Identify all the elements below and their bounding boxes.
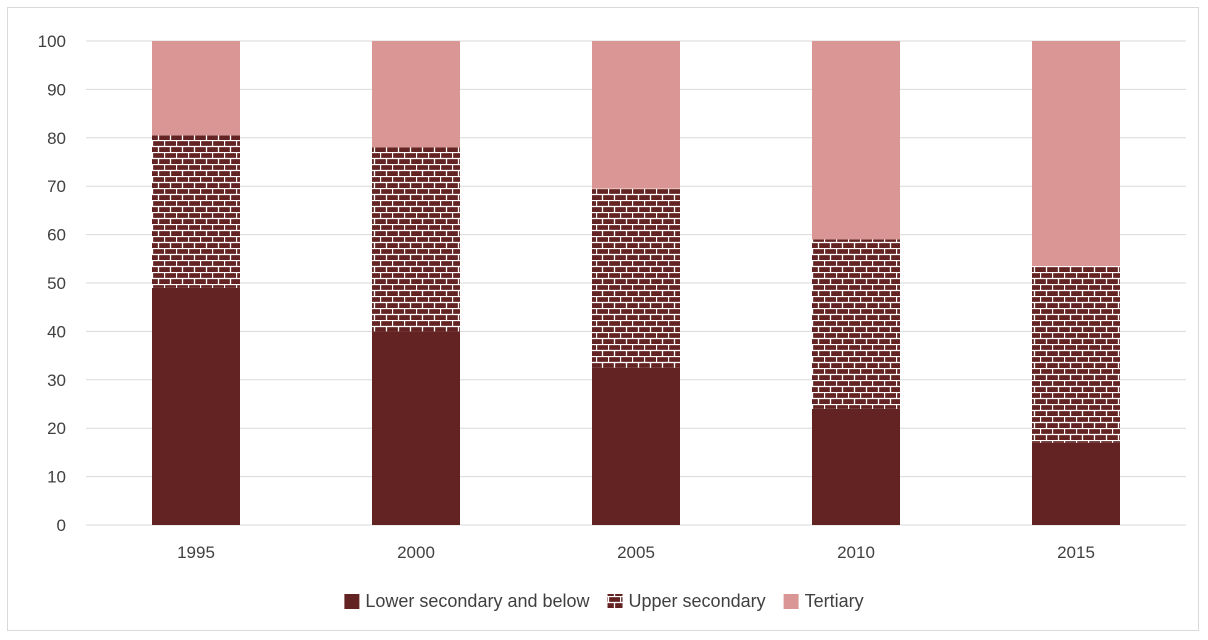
- bar-segment-lower-secondary-and-below-2000: [372, 331, 460, 525]
- x-tick-label: 1995: [177, 543, 215, 562]
- bar-segment-tertiary-2005: [592, 41, 680, 189]
- bar-segment-tertiary-2015: [1032, 41, 1120, 267]
- legend-swatch: [344, 594, 360, 609]
- bar-segment-upper-secondary-1995: [152, 135, 240, 288]
- y-tick-label: 60: [47, 226, 66, 245]
- x-tick-label: 2010: [837, 543, 875, 562]
- bar-segment-lower-secondary-and-below-2005: [592, 367, 680, 525]
- bar-segment-tertiary-2010: [812, 41, 900, 240]
- y-tick-label: 100: [38, 32, 66, 51]
- bar-segment-lower-secondary-and-below-1995: [152, 287, 240, 525]
- x-tick-label: 2000: [397, 543, 435, 562]
- bar-segment-upper-secondary-2005: [592, 188, 680, 368]
- chart-frame: 0 10 20 30 40 50 60 70 80 90 100 1995 2000 2005 2010 2…: [7, 7, 1199, 631]
- legend-swatch: [783, 594, 799, 609]
- legend-swatch: [607, 594, 623, 609]
- bar-segment-upper-secondary-2010: [812, 239, 900, 409]
- x-tick-label: 2005: [617, 543, 655, 562]
- y-tick-label: 20: [47, 419, 66, 438]
- legend-label: Lower secondary and below: [365, 591, 590, 611]
- legend-label: Upper secondary: [629, 591, 766, 611]
- bar-segment-tertiary-1995: [152, 41, 240, 136]
- bar-segment-lower-secondary-and-below-2010: [812, 408, 900, 525]
- y-tick-label: 10: [47, 468, 66, 487]
- bars: [152, 41, 1120, 525]
- y-tick-label: 50: [47, 274, 66, 293]
- y-tick-label: 40: [47, 322, 66, 341]
- x-axis-tick-labels: 1995 2000 2005 2010 2015: [177, 543, 1095, 562]
- bar-segment-lower-secondary-and-below-2015: [1032, 442, 1120, 525]
- y-tick-label: 30: [47, 371, 66, 390]
- bar-segment-upper-secondary-2000: [372, 147, 460, 332]
- y-tick-label: 90: [47, 80, 66, 99]
- legend-label: Tertiary: [805, 591, 864, 611]
- legend: Lower secondary and below Upper secondary…: [344, 591, 864, 611]
- y-axis-tick-labels: 0 10 20 30 40 50 60 70 80 90 100: [38, 32, 66, 535]
- y-tick-label: 80: [47, 129, 66, 148]
- bar-segment-upper-secondary-2015: [1032, 266, 1120, 443]
- stacked-bar-chart: 0 10 20 30 40 50 60 70 80 90 100 1995 2000 2005 2010 2…: [38, 32, 1186, 611]
- y-tick-label: 0: [57, 516, 66, 535]
- x-tick-label: 2015: [1057, 543, 1095, 562]
- y-tick-label: 70: [47, 177, 66, 196]
- bar-segment-tertiary-2000: [372, 41, 460, 148]
